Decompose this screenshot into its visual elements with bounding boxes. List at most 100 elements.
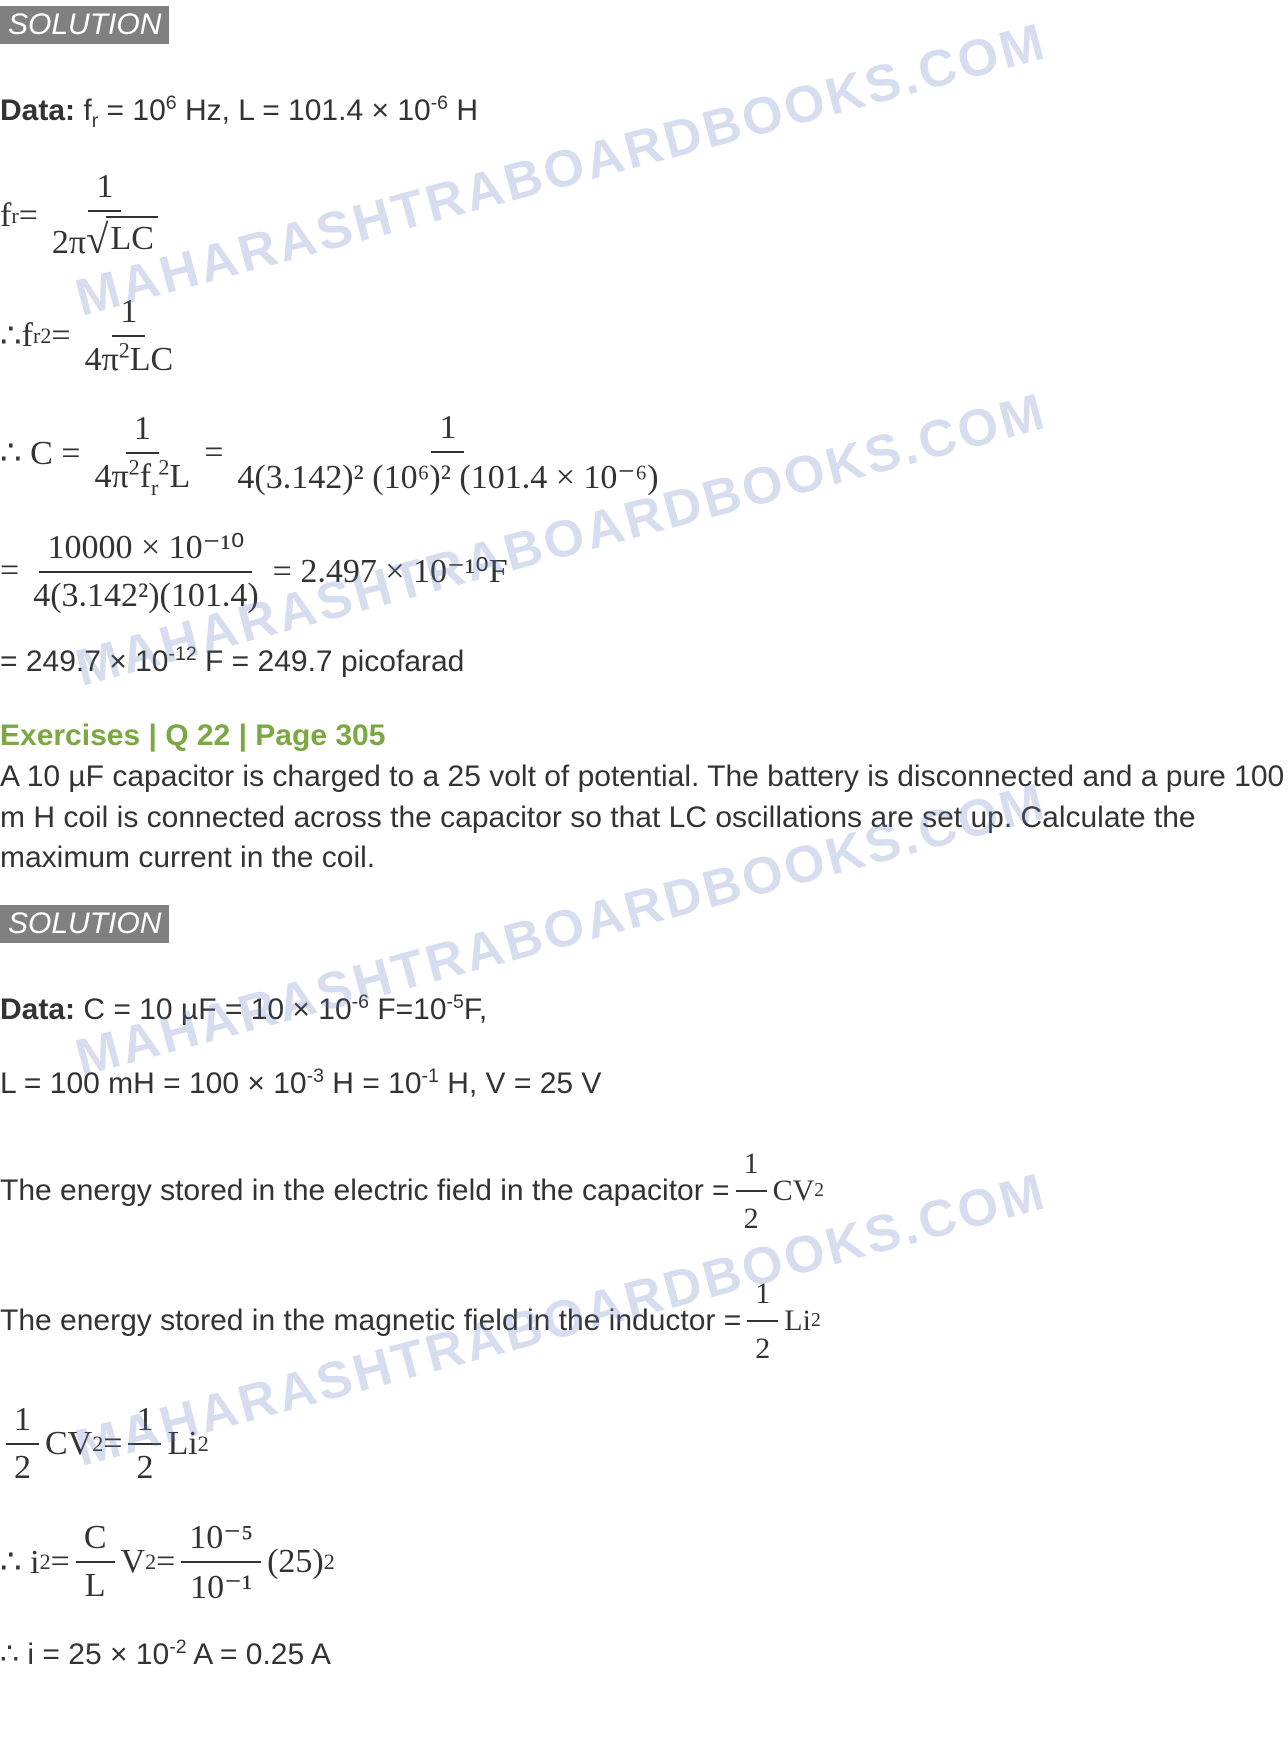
i2-therefore: ∴ i bbox=[0, 1542, 40, 1582]
exercise-ref: Exercises | Q 22 | Page 305 bbox=[0, 719, 1288, 753]
eq-fr-f: f bbox=[0, 197, 11, 235]
final-exp: -12 bbox=[169, 643, 197, 665]
i2-tail: (25) bbox=[267, 1543, 324, 1581]
final-2: ∴ i = 25 × 10-2 A = 0.25 A bbox=[0, 1637, 1288, 1672]
bal-lhs-num: 1 bbox=[6, 1401, 39, 1445]
bal-lhs-den: 2 bbox=[6, 1445, 39, 1487]
data-line-1: Data: fr = 106 Hz, L = 101.4 × 10-6 H bbox=[0, 94, 1288, 128]
i2-eq2: = bbox=[156, 1543, 175, 1581]
bal-rhs-rhs: Li bbox=[167, 1425, 197, 1463]
bal-rhs-num: 1 bbox=[128, 1401, 161, 1445]
data-label: Data: bbox=[0, 94, 75, 127]
energy-cap-den: 2 bbox=[736, 1192, 767, 1241]
energy-ind-line: The energy stored in the magnetic field … bbox=[0, 1271, 1288, 1371]
energy-cap-num: 1 bbox=[736, 1141, 767, 1192]
data-L: L = 100 mH = 100 × 10 bbox=[0, 1067, 307, 1100]
solution-badge: SOLUTION bbox=[0, 6, 169, 44]
final-therefore: ∴ i = 25 × 10 bbox=[0, 1638, 169, 1671]
data-fr-sym: f bbox=[83, 94, 91, 127]
eq-fr-frac: 1 2π√LC bbox=[44, 168, 166, 263]
eq-C-den1-a-sup: 2 bbox=[129, 455, 140, 480]
eq-C-therefore: ∴ C = bbox=[0, 433, 80, 473]
sqrt-body: LC bbox=[106, 216, 157, 263]
final-exp2: -2 bbox=[169, 1636, 186, 1658]
data-L-exp: -6 bbox=[431, 92, 448, 114]
data-L-tail: H, V = 25 V bbox=[439, 1067, 602, 1100]
eq-C-frac2: 1 4(3.142)² (10⁶)² (101.4 × 10⁻⁶) bbox=[229, 409, 666, 497]
bal-rhs-frac: 1 2 bbox=[128, 1401, 161, 1487]
equation-fr: fr = 1 2π√LC bbox=[0, 168, 1288, 263]
eq-fr2-frac: 1 4π2LC bbox=[77, 293, 182, 379]
equation-C: ∴ C = 1 4π2fr2L = 1 4(3.142)² (10⁶)² (10… bbox=[0, 409, 1288, 497]
i2-frac2: 10⁻⁵ 10⁻¹ bbox=[181, 1517, 261, 1607]
eq-C-den1: 4π2fr2L bbox=[86, 454, 198, 496]
energy-cap-frac: 1 2 bbox=[736, 1141, 767, 1241]
data-L-exp2: -1 bbox=[422, 1065, 439, 1087]
energy-ind-frac: 1 2 bbox=[747, 1271, 778, 1371]
bal-lhs-frac: 1 2 bbox=[6, 1401, 39, 1487]
eq-fr-num: 1 bbox=[88, 168, 121, 212]
energy-cap-line: The energy stored in the electric field … bbox=[0, 1141, 1288, 1241]
sqrt-sym: √ bbox=[86, 216, 108, 263]
data-line-2b: L = 100 mH = 100 × 10-3 H = 10-1 H, V = … bbox=[0, 1067, 1288, 1101]
bal-eq: = bbox=[103, 1425, 122, 1463]
final-tail2: A = 0.25 A bbox=[187, 1638, 331, 1671]
i2-eq: = bbox=[51, 1543, 70, 1581]
eq-C-num2: 1 bbox=[431, 409, 464, 453]
eq-C-frac1: 1 4π2fr2L bbox=[86, 410, 198, 496]
eq-C2-den: 4(3.142²)(101.4) bbox=[25, 573, 266, 615]
data-C-unit: F, bbox=[464, 993, 487, 1026]
eq-fr-den: 2π√LC bbox=[44, 212, 166, 263]
eq-C2-frac: 10000 × 10⁻¹⁰ 4(3.142²)(101.4) bbox=[25, 527, 266, 615]
eq-fr-eq: = bbox=[19, 197, 38, 235]
eq-fr2-den-head: 4π bbox=[85, 341, 119, 378]
eq-C-den2: 4(3.142)² (10⁶)² (101.4 × 10⁻⁶) bbox=[229, 453, 666, 497]
eq-fr2-eq: = bbox=[51, 317, 70, 355]
data-L-exp: -3 bbox=[307, 1065, 324, 1087]
equation-i2: ∴ i2 = C L V2 = 10⁻⁵ 10⁻¹ (25)2 bbox=[0, 1517, 1288, 1607]
eq-C-den1-c: L bbox=[169, 458, 190, 495]
data-line-2: Data: C = 10 µF = 10 × 10-6 F=10-5F, bbox=[0, 993, 1288, 1027]
i2-den2: 10⁻¹ bbox=[182, 1563, 260, 1607]
energy-ind-text: The energy stored in the magnetic field … bbox=[0, 1298, 741, 1343]
data-fr-exp: 6 bbox=[166, 92, 177, 114]
energy-ind-num: 1 bbox=[747, 1271, 778, 1322]
eq-fr2-den: 4π2LC bbox=[77, 337, 182, 379]
sqrt: √LC bbox=[86, 216, 158, 263]
question-text: A 10 µF capacitor is charged to a 25 vol… bbox=[0, 757, 1288, 879]
eq-fr2-num: 1 bbox=[112, 293, 145, 337]
data-label-2: Data: bbox=[0, 993, 75, 1026]
equation-C2: = 10000 × 10⁻¹⁰ 4(3.142²)(101.4) = 2.497… bbox=[0, 527, 1288, 615]
eq-C2-eq: = bbox=[0, 552, 19, 590]
equation-balance: 1 2 CV2 = 1 2 Li2 bbox=[0, 1401, 1288, 1487]
therefore: ∴ bbox=[0, 316, 22, 356]
i2-frac1: C L bbox=[76, 1519, 115, 1605]
data-C-exp: -6 bbox=[352, 991, 369, 1013]
data-fr-val: = 10 bbox=[98, 94, 166, 127]
data-fr-unit: Hz, L = 101.4 × 10 bbox=[177, 94, 431, 127]
i2-den1: L bbox=[77, 1563, 114, 1605]
solution-badge: SOLUTION bbox=[0, 905, 169, 943]
final-tail: F = 249.7 picofarad bbox=[197, 645, 465, 678]
data-L-unit: H bbox=[448, 94, 478, 127]
eq-fr2-den-sup: 2 bbox=[119, 338, 130, 363]
eq-fr2-f: f bbox=[22, 317, 33, 355]
eq-C-num1: 1 bbox=[126, 410, 159, 454]
energy-cap-rhs: CV bbox=[773, 1168, 815, 1213]
equation-fr2: ∴ fr2 = 1 4π2LC bbox=[0, 293, 1288, 379]
eq-fr2-den-tail: LC bbox=[130, 341, 173, 378]
eq-C-mid: = bbox=[204, 434, 223, 472]
data-C: C = 10 µF = 10 × 10 bbox=[75, 993, 352, 1026]
eq-C-den1-a: 4π bbox=[94, 458, 128, 495]
i2-mid: V bbox=[121, 1543, 146, 1581]
eq-fr-den-2pi: 2π bbox=[52, 224, 86, 261]
eq-C-den1-b: f bbox=[140, 458, 151, 495]
data-C-tail: F=10 bbox=[369, 993, 447, 1026]
energy-ind-den: 2 bbox=[747, 1322, 778, 1371]
final-1: = 249.7 × 10-12 F = 249.7 picofarad bbox=[0, 645, 1288, 679]
eq-C-den1-b-sup: 2 bbox=[158, 455, 169, 480]
eq-C2-val: = 2.497 × 10⁻¹⁰F bbox=[273, 551, 508, 591]
energy-cap-text: The energy stored in the electric field … bbox=[0, 1168, 730, 1213]
data-L-mid: H = 10 bbox=[324, 1067, 422, 1100]
i2-num2: 10⁻⁵ bbox=[181, 1517, 261, 1563]
